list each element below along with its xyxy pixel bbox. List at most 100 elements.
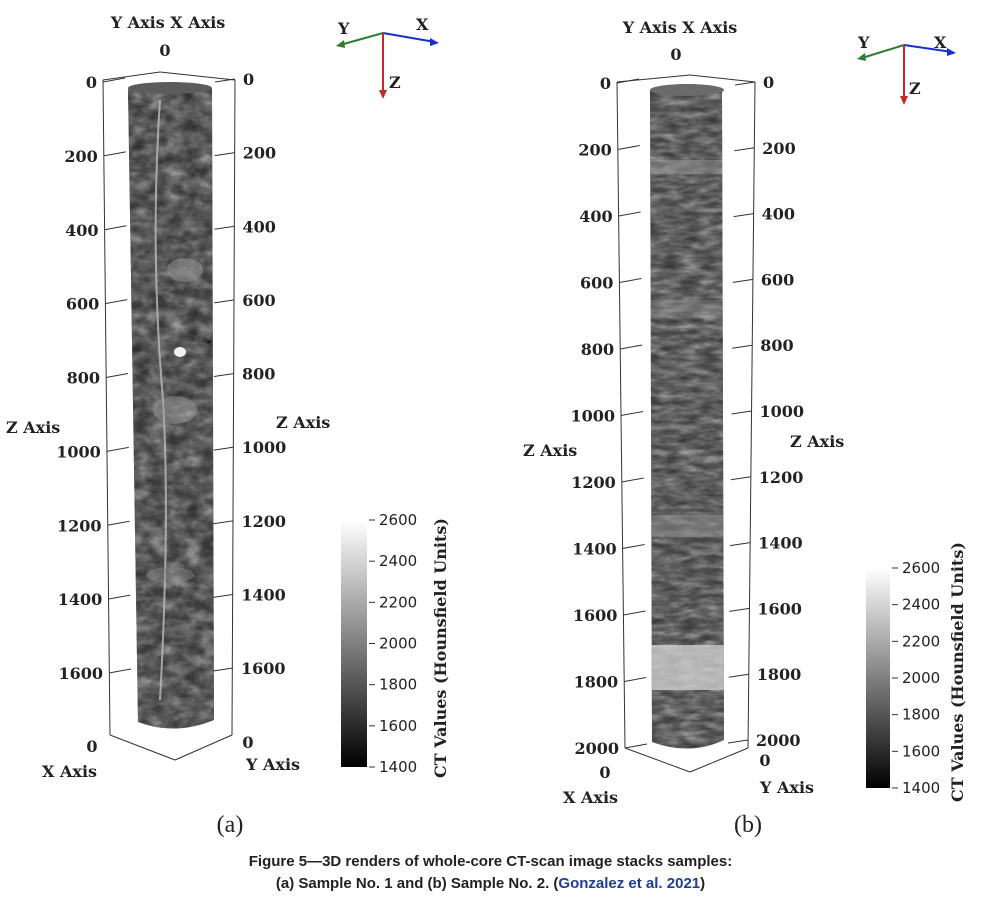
z-tick-label: 200 <box>64 147 97 166</box>
colorbar-tick-label: 2400 <box>379 552 417 570</box>
z-tick-mark <box>108 594 131 600</box>
triad-y-arrow <box>339 32 384 46</box>
z-tick-mark <box>213 373 235 377</box>
z-tick-mark <box>213 520 234 525</box>
triad-y-arrowhead <box>857 53 866 61</box>
bottom-right-zero: 0 <box>242 733 253 752</box>
orientation-triad: Y X Z <box>336 15 439 99</box>
z-tick-label: 2000 <box>756 731 801 750</box>
z-tick-label: 1200 <box>242 512 287 531</box>
z-tick-mark <box>727 739 749 744</box>
z-tick-label: 400 <box>243 217 276 236</box>
axis-box <box>102 71 236 761</box>
z-tick-mark <box>730 542 751 547</box>
colorbar-tick-label: 1800 <box>902 706 940 724</box>
caption-text-end: ) <box>700 875 706 892</box>
z-tick-label: 0 <box>243 70 254 89</box>
z-tick-mark <box>214 225 235 230</box>
orientation-triad: Y X Z <box>857 33 956 105</box>
y-axis-label: Y Axis <box>759 778 814 797</box>
panel-label: (b) <box>734 812 762 838</box>
z-tick-mark <box>214 152 235 157</box>
top-axes-label: Y Axis X Axis <box>110 13 226 32</box>
colorbar-tick-label: 2000 <box>379 635 417 653</box>
z-tick-label: 0 <box>600 74 611 93</box>
z-tick-label: 400 <box>579 207 612 226</box>
z-tick-mark <box>105 299 128 305</box>
triad-x-label: X <box>934 33 947 52</box>
colorbar-gradient <box>341 520 367 767</box>
z-axis-left-ticks: 0 200 400 600 800 1000 1200 1400 1600 <box>56 73 132 683</box>
colorbar-tick-label: 2200 <box>902 632 940 650</box>
z-tick-mark <box>730 476 751 481</box>
z-axis-left-ticks: 0 200 400 600 800 1000 1200 1400 1600 1800 2000 <box>570 74 648 758</box>
z-tick-label: 1200 <box>57 516 102 535</box>
z-tick-label: 600 <box>761 270 794 289</box>
z-tick-label: 1400 <box>241 585 286 604</box>
bottom-right-zero: 0 <box>759 751 770 770</box>
bottom-left-zero: 0 <box>599 763 610 782</box>
colorbar-title: CT Values (Hounsfield Units) <box>431 518 450 778</box>
z-tick-label: 1000 <box>56 442 101 461</box>
z-tick-mark <box>731 410 752 415</box>
z-tick-label: 800 <box>242 365 275 384</box>
triad-z-label: Z <box>389 73 401 92</box>
z-tick-label: 1800 <box>574 673 619 692</box>
z-axis-left-label: Z Axis <box>6 418 60 437</box>
z-tick-label: 800 <box>581 340 614 359</box>
colorbar: 2600 2400 2200 2000 1800 1600 1400 CT Values (… <box>341 511 450 778</box>
panel-a: Y Axis X Axis 0 0 200 400 600 800 1000 1200 140… <box>6 13 450 838</box>
z-tick-label: 800 <box>760 336 793 355</box>
colorbar-title: CT Values (Hounsfield Units) <box>948 542 967 802</box>
panel-b: Y Axis X Axis 0 0 200 400 600 800 1000 1200 140… <box>523 18 967 838</box>
top-axes-label: Y Axis X Axis <box>622 18 738 37</box>
y-axis-label: Y Axis <box>245 755 300 774</box>
z-tick-label: 1800 <box>757 665 802 684</box>
z-tick-label: 1600 <box>757 599 802 618</box>
citation-link[interactable]: Gonzalez et al. 2021 <box>558 875 701 892</box>
z-tick-mark <box>734 81 756 86</box>
z-tick-mark <box>108 668 132 674</box>
z-tick-label: 1600 <box>573 606 618 625</box>
z-tick-mark <box>621 477 644 483</box>
z-tick-label: 1000 <box>760 402 805 421</box>
z-tick-label: 200 <box>762 139 795 158</box>
top-zero-label: 0 <box>159 41 170 60</box>
panel-label: (a) <box>217 812 244 838</box>
figure-caption-line2: (a) Sample No. 1 and (b) Sample No. 2. (… <box>0 874 981 893</box>
colorbar-ticks: 2600 2400 2200 2000 1800 1600 1400 <box>369 511 417 776</box>
colorbar-tick-label: 1400 <box>379 758 417 776</box>
z-tick-label: 1400 <box>572 540 617 559</box>
z-tick-mark <box>620 344 643 350</box>
z-tick-mark <box>734 147 755 152</box>
x-axis-label: X Axis <box>563 788 618 807</box>
triad-x-arrow <box>382 32 436 43</box>
z-tick-mark <box>107 520 130 526</box>
z-tick-mark <box>617 145 640 150</box>
colorbar-tick-label: 1600 <box>902 742 940 760</box>
z-tick-label: 1000 <box>570 407 615 426</box>
z-tick-mark <box>212 667 234 672</box>
colorbar-tick-label: 2600 <box>902 559 940 577</box>
z-tick-mark <box>106 446 129 452</box>
triad-y-arrowhead <box>336 40 345 48</box>
z-tick-label: 1400 <box>758 534 803 553</box>
core-render <box>128 83 214 729</box>
z-tick-label: 800 <box>67 369 100 388</box>
z-tick-label: 400 <box>762 205 795 224</box>
triad-x-label: X <box>416 15 429 34</box>
triad-x-arrowhead <box>947 48 956 56</box>
z-tick-mark <box>623 610 646 616</box>
z-tick-label: 0 <box>763 73 774 92</box>
z-tick-mark <box>618 211 641 217</box>
z-tick-mark <box>104 225 127 231</box>
colorbar-tick-label: 1400 <box>902 779 940 797</box>
z-tick-mark <box>728 673 749 678</box>
z-tick-label: 1000 <box>242 438 287 457</box>
caption-text: (a) Sample No. 1 and (b) Sample No. 2. ( <box>275 875 559 892</box>
triad-z-label: Z <box>909 79 921 98</box>
triad-z-arrowhead <box>900 96 908 105</box>
triad-y-arrow <box>861 44 905 59</box>
z-axis-right-ticks: 0 200 400 600 800 1000 1200 1400 1600 1800 2000 <box>727 73 805 750</box>
